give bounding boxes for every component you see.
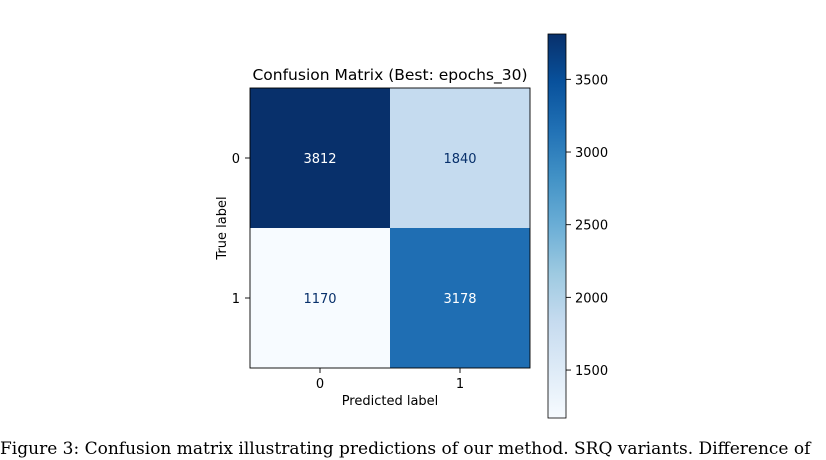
colorbar-tick-label: 2000	[575, 291, 608, 306]
y-axis-label: True label	[215, 196, 230, 260]
chart-title: Confusion Matrix (Best: epochs_30)	[252, 66, 527, 85]
figure-caption: Figure 3: Confusion matrix illustrating …	[0, 439, 811, 459]
y-tick-label: 1	[232, 292, 240, 307]
cell-value-label: 1170	[303, 292, 336, 307]
colorbar-ticks: 1500 2000 2500 3000 3500	[566, 73, 608, 379]
x-tick-label: 0	[316, 377, 324, 392]
y-tick-label: 0	[232, 152, 240, 167]
x-axis-label: Predicted label	[342, 394, 439, 409]
heatmap-cell	[250, 228, 390, 368]
plot-frame	[249, 87, 531, 369]
colorbar	[547, 33, 567, 419]
cell-value-label: 3812	[303, 152, 336, 167]
cell-value-label: 1840	[443, 152, 476, 167]
y-axis-ticks: 01	[232, 152, 250, 307]
heatmap-cell	[390, 228, 530, 368]
colorbar-tick-label: 3500	[575, 73, 608, 88]
heatmap-cell	[250, 88, 390, 228]
heatmap-cells	[250, 88, 530, 368]
heatmap-cell	[390, 88, 530, 228]
colorbar-tick-label: 3000	[575, 146, 608, 161]
cell-value-label: 3178	[443, 292, 476, 307]
heatmap-cell-labels: 3812 1840 1170 3178	[303, 152, 476, 307]
colorbar-tick-label: 2500	[575, 219, 608, 234]
colorbar-tick-label: 1500	[575, 364, 608, 379]
x-tick-label: 1	[456, 377, 464, 392]
